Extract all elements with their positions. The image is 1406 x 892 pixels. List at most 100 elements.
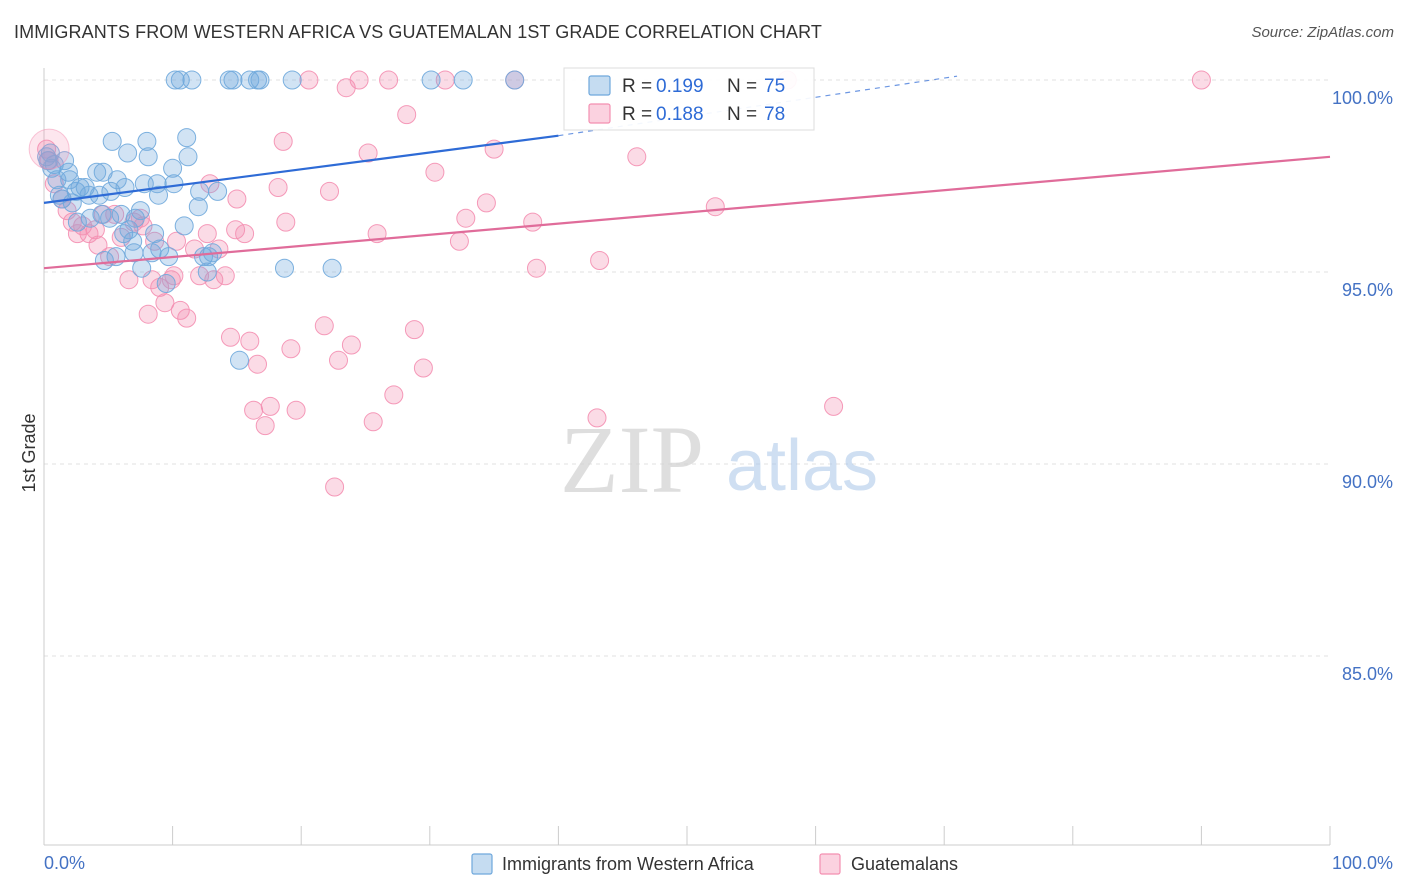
point-series-1-73 (523, 212, 543, 232)
legend-n-label-1: N = (727, 104, 757, 125)
y-tick-label-3: 85.0% (1342, 664, 1393, 684)
point-series-1-74 (527, 258, 546, 278)
legend-n-label-0: N = (727, 76, 757, 97)
bottom-legend-label-0: Immigrants from Western Africa (502, 854, 755, 874)
legend: R = 0.199 N = 75 R = 0.188 N = 78 (563, 67, 815, 131)
y-tick-label-2: 90.0% (1342, 472, 1393, 492)
point-series-0-24 (107, 170, 127, 190)
point-series-1-25 (164, 266, 184, 286)
point-series-1-52 (320, 181, 339, 201)
point-series-1-35 (215, 266, 235, 286)
point-series-1-28 (177, 308, 197, 328)
point-series-1-18 (133, 216, 153, 236)
point-series-0-52 (182, 70, 202, 90)
point-series-1-43 (255, 416, 275, 436)
x-tick-label-1: 100.0% (1332, 853, 1393, 873)
point-series-0-20 (100, 208, 120, 228)
point-series-0-22 (102, 131, 122, 151)
point-series-1-65 (413, 358, 433, 378)
point-series-1-54 (329, 350, 348, 370)
point-series-0-14 (80, 208, 100, 228)
point-series-0-11 (67, 212, 87, 232)
bottom-legend-label-1: Guatemalans (851, 854, 958, 874)
chart-source: Source: ZipAtlas.com (1251, 24, 1394, 41)
point-series-1-75 (587, 408, 607, 428)
point-series-0-68 (322, 258, 342, 278)
point-series-1-36 (221, 327, 240, 347)
point-series-1-62 (384, 385, 404, 405)
point-series-0-43 (156, 274, 176, 293)
point-series-0-37 (138, 147, 158, 167)
point-series-1-53 (325, 477, 345, 497)
point-series-0-56 (197, 262, 217, 282)
point-series-0-48 (170, 70, 190, 90)
point-series-0-6 (55, 151, 75, 171)
point-series-0-63 (240, 70, 260, 90)
legend-n-value-1: 78 (764, 104, 785, 125)
point-series-0-21 (101, 181, 121, 201)
point-series-0-57 (199, 247, 219, 267)
point-series-1-39 (235, 224, 255, 244)
point-series-1-59 (363, 412, 383, 432)
chart-title: IMMIGRANTS FROM WESTERN AFRICA VS GUATEM… (14, 22, 822, 42)
point-series-1-47 (276, 212, 296, 232)
x-tick-label-0: 0.0% (44, 853, 85, 873)
point-series-1-81 (1191, 70, 1211, 90)
point-series-1-50 (299, 70, 319, 90)
point-series-1-42 (248, 354, 267, 374)
point-series-1-31 (197, 224, 217, 244)
legend-swatch-1 (588, 103, 611, 124)
point-series-0-69 (421, 70, 441, 90)
y-tick-labels: 100.0% 95.0% 90.0% 85.0% (1332, 88, 1393, 684)
y-tick-label-0: 100.0% (1332, 88, 1393, 108)
bottom-legend-swatch-1 (819, 853, 841, 875)
point-series-1-61 (379, 70, 399, 90)
bottom-legend-swatch-0 (471, 853, 493, 875)
trend-line-series-1 (43, 155, 1331, 270)
point-series-1-78 (705, 197, 725, 217)
legend-r-label-0: R = (622, 76, 652, 97)
series-0-points (37, 70, 525, 370)
point-series-1-51 (314, 316, 334, 336)
legend-r-label-1: R = (622, 104, 652, 125)
point-series-1-33 (204, 270, 224, 290)
point-series-1-26 (167, 231, 186, 251)
point-series-0-49 (174, 216, 194, 236)
point-series-1-38 (227, 189, 247, 209)
point-series-1-40 (240, 331, 260, 351)
point-series-0-29 (119, 220, 139, 240)
point-series-0-28 (118, 143, 138, 163)
legend-box (563, 67, 815, 131)
legend-n-value-0: 75 (764, 76, 785, 97)
point-series-0-62 (230, 350, 249, 370)
point-series-1-15 (119, 270, 139, 290)
point-series-0-74 (70, 178, 90, 197)
point-series-1-27 (170, 300, 190, 320)
point-series-1-48 (281, 339, 301, 359)
y-axis-title: 1st Grade (19, 413, 39, 492)
point-series-0-7 (58, 162, 78, 182)
point-series-0-39 (145, 224, 165, 244)
point-series-0-33 (130, 201, 150, 221)
point-series-0-19 (94, 251, 114, 270)
x-tick-labels: 0.0% 100.0% (44, 853, 1393, 873)
point-series-1-45 (268, 178, 288, 197)
point-series-1-56 (341, 335, 361, 355)
point-series-1-76 (590, 251, 610, 270)
point-series-1-19 (138, 304, 158, 324)
point-series-0-15 (87, 162, 107, 182)
point-series-1-7 (73, 216, 93, 236)
point-series-1-17 (130, 208, 150, 228)
point-series-0-41 (149, 185, 168, 205)
legend-swatch-0 (588, 75, 611, 96)
data-points (28, 70, 1211, 497)
point-series-0-54 (190, 181, 210, 201)
point-series-0-72 (37, 147, 57, 167)
point-series-1-70 (476, 193, 496, 213)
point-series-1-58 (358, 143, 378, 163)
point-series-1-57 (349, 70, 369, 90)
point-series-1-49 (286, 400, 306, 420)
axes (43, 68, 1331, 846)
legend-r-value-0: 0.199 (656, 76, 704, 97)
